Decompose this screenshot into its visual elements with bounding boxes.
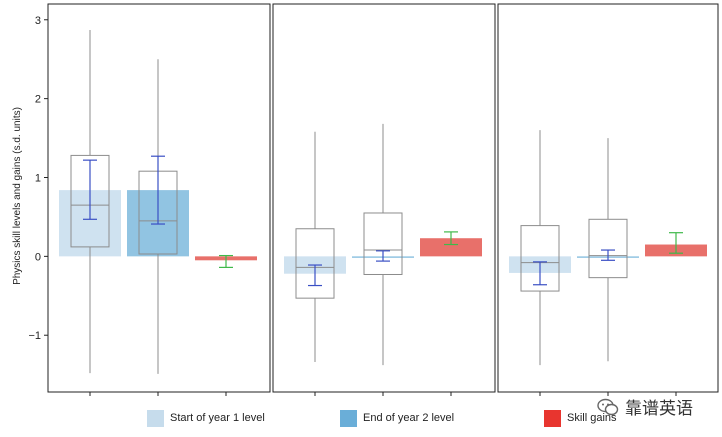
axes-layer: −1 0 1 2 3 bbox=[28, 3, 719, 396]
legend-label-end: End of year 2 level bbox=[363, 412, 455, 424]
legend-swatch-end bbox=[340, 409, 357, 427]
panel-frame-2 bbox=[272, 3, 496, 393]
y-tick-label--1: −1 bbox=[28, 330, 41, 342]
y-tick-label-0: 0 bbox=[35, 251, 41, 263]
marks-layer bbox=[59, 30, 707, 374]
y-tick-label-1: 1 bbox=[35, 172, 41, 184]
y-axis-label: Physics skill levels and gains (s.d. uni… bbox=[12, 107, 23, 285]
box-p2-end bbox=[363, 212, 403, 275]
legend-item-gain: Skill gains bbox=[544, 407, 617, 429]
wechat-icon bbox=[597, 398, 619, 415]
box-p3-start bbox=[520, 225, 560, 292]
bar-p2-gain bbox=[420, 238, 482, 257]
legend-swatch-start bbox=[147, 409, 164, 427]
watermark-text: 靠谱英语 bbox=[625, 399, 693, 419]
legend-item-start: Start of year 1 level bbox=[147, 407, 265, 429]
legend-item-end: End of year 2 level bbox=[340, 407, 454, 429]
legend-label-start: Start of year 1 level bbox=[170, 412, 265, 424]
box-p3-end bbox=[588, 218, 628, 279]
legend-label-gain: Skill gains bbox=[567, 412, 617, 424]
box-p1-start bbox=[70, 154, 110, 248]
box-p2-start bbox=[295, 228, 335, 299]
legend-swatch-gain bbox=[544, 409, 561, 427]
y-tick-label-2: 2 bbox=[35, 94, 41, 106]
panel-frame-1 bbox=[47, 3, 271, 393]
y-tick-label-3: 3 bbox=[35, 15, 41, 27]
watermark: 靠谱英语 bbox=[597, 394, 693, 419]
